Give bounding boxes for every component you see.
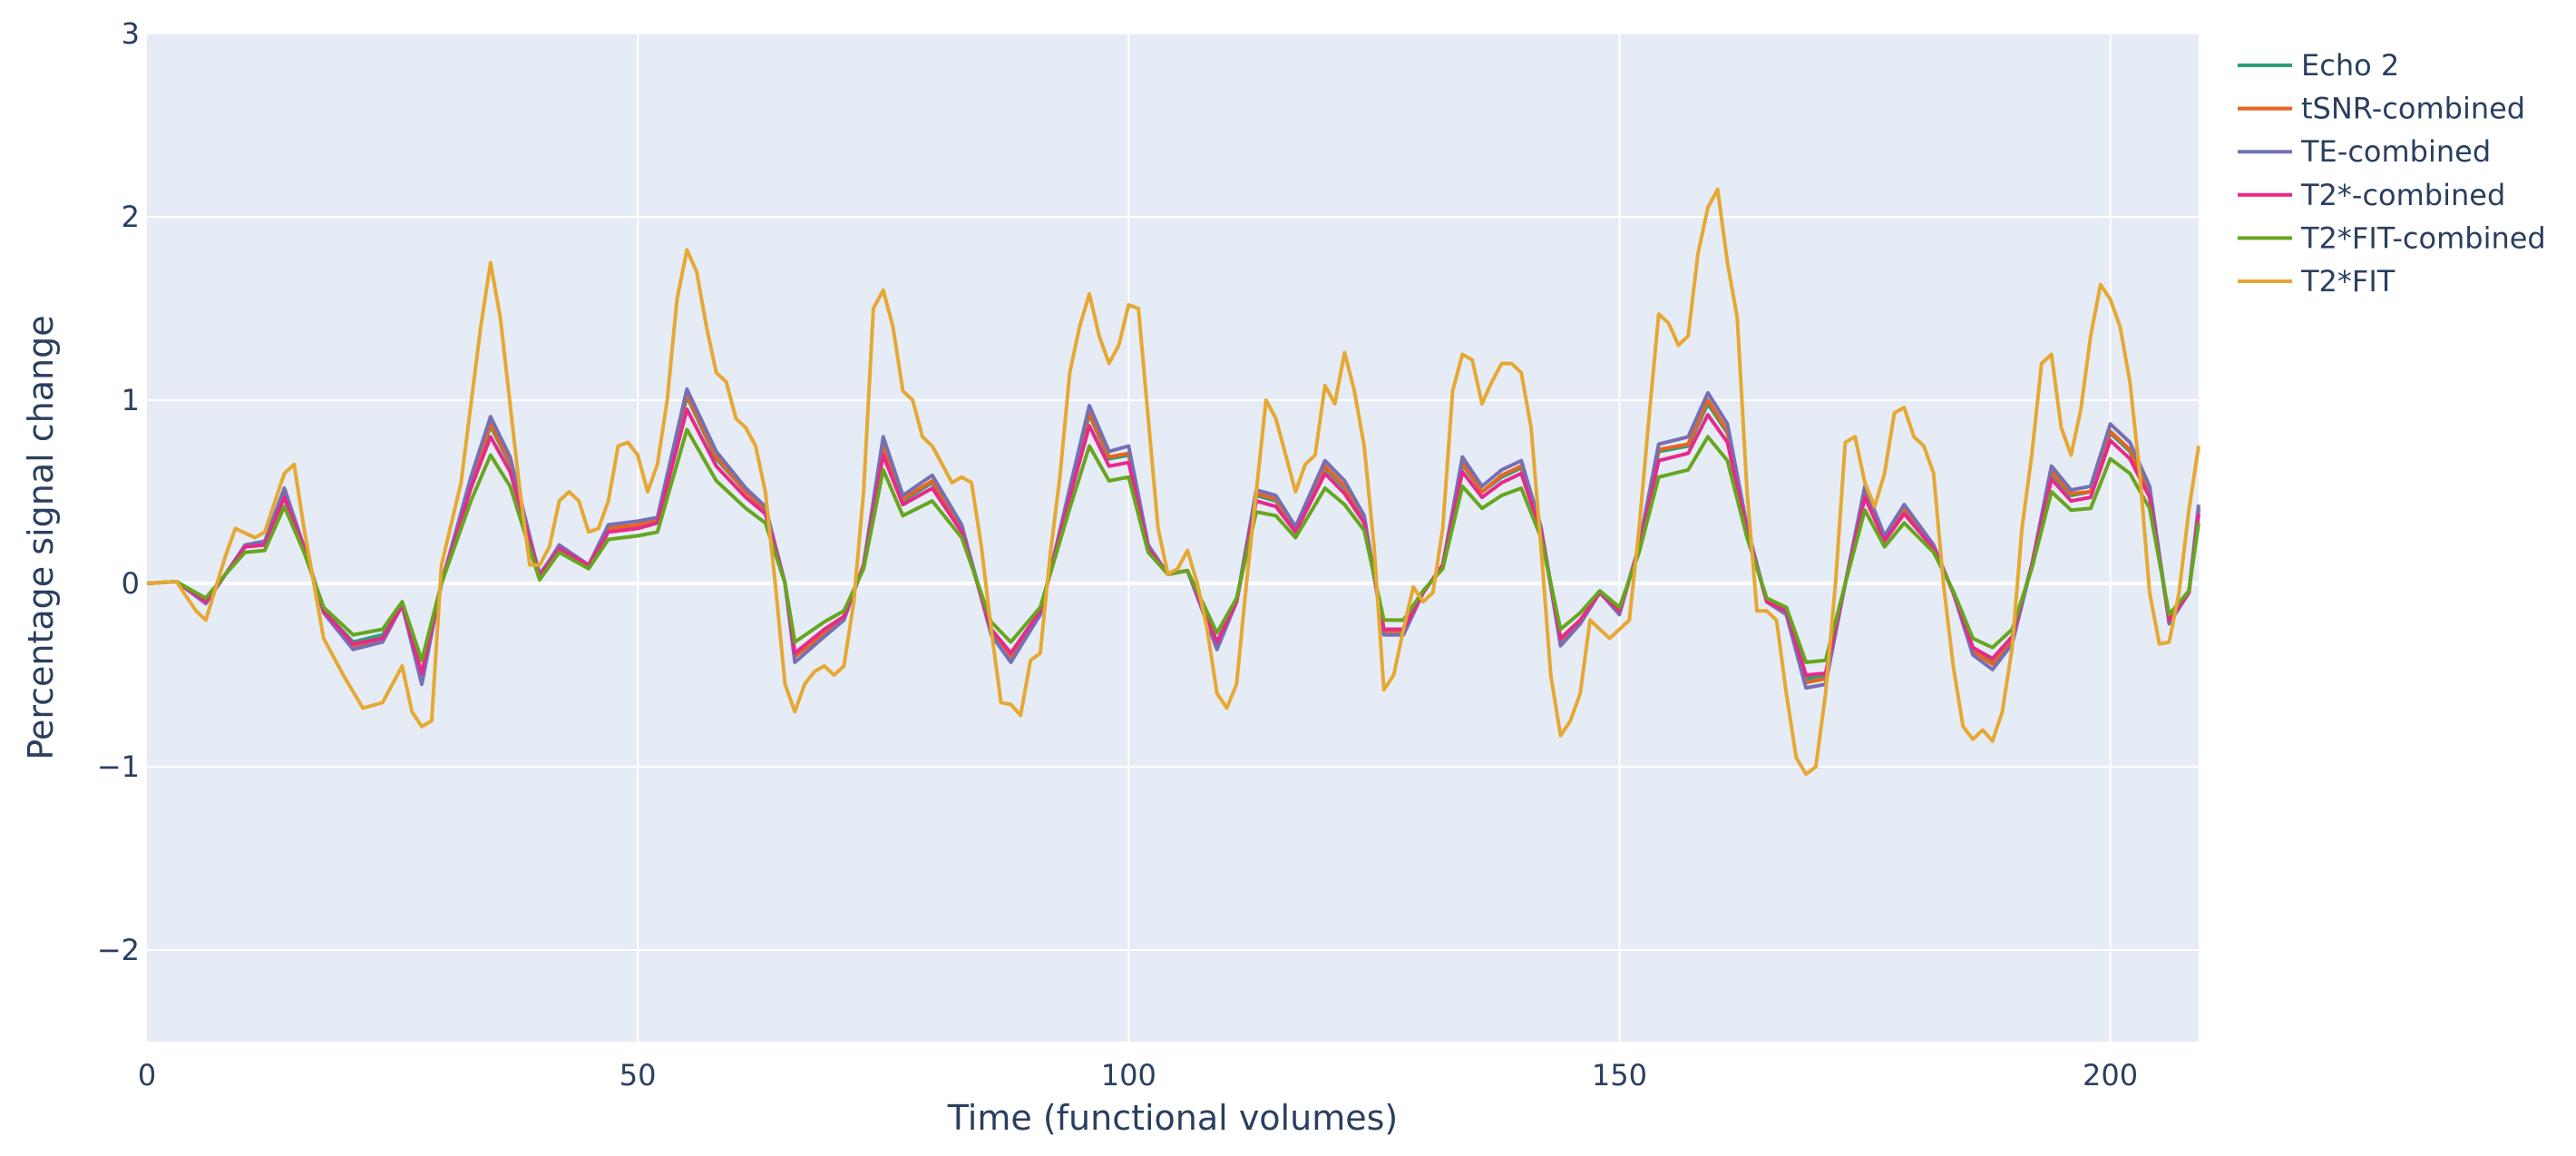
y-tick-label: 3 (122, 16, 140, 51)
legend-label: T2*-combined (2300, 178, 2505, 212)
legend-item[interactable]: T2*FIT (2238, 264, 2395, 299)
x-tick-label: 200 (2083, 1058, 2138, 1092)
legend-item[interactable]: tSNR-combined (2238, 92, 2525, 126)
x-tick-label: 50 (620, 1058, 657, 1092)
y-tick-label: −2 (97, 933, 140, 967)
series-lines (146, 187, 2200, 777)
y-tick-label: 1 (122, 383, 140, 417)
legend-label: T2*FIT-combined (2300, 220, 2546, 255)
x-tick-label: 0 (138, 1058, 156, 1092)
legend[interactable]: Echo 2 tSNR-combined TE-combined T2*-combin… (2238, 48, 2546, 299)
x-tick-label: 150 (1592, 1058, 1647, 1092)
legend-label: TE-combined (2300, 134, 2491, 169)
y-tick-labels: −2 −1 0 1 2 3 (97, 16, 140, 967)
x-tick-labels: 0 50 100 150 200 (138, 1058, 2138, 1092)
x-tick-label: 100 (1101, 1058, 1156, 1092)
y-tick-label: 2 (122, 200, 140, 234)
legend-label: Echo 2 (2301, 48, 2399, 83)
series-line-t2-fit (146, 187, 2200, 777)
legend-item[interactable]: T2*-combined (2238, 178, 2505, 212)
series-line-t2-fit-combined (146, 427, 2200, 664)
y-tick-label: −1 (97, 749, 140, 784)
legend-item[interactable]: Echo 2 (2238, 48, 2399, 83)
legend-item[interactable]: T2*FIT-combined (2238, 220, 2546, 255)
legend-label: T2*FIT (2300, 264, 2395, 299)
y-axis-title: Percentage signal change (21, 315, 61, 759)
gridlines (147, 33, 2199, 1042)
legend-label: tSNR-combined (2301, 92, 2525, 126)
x-axis-title: Time (functional volumes) (947, 1098, 1398, 1138)
y-tick-label: 0 (122, 566, 140, 601)
legend-item[interactable]: TE-combined (2238, 134, 2491, 169)
